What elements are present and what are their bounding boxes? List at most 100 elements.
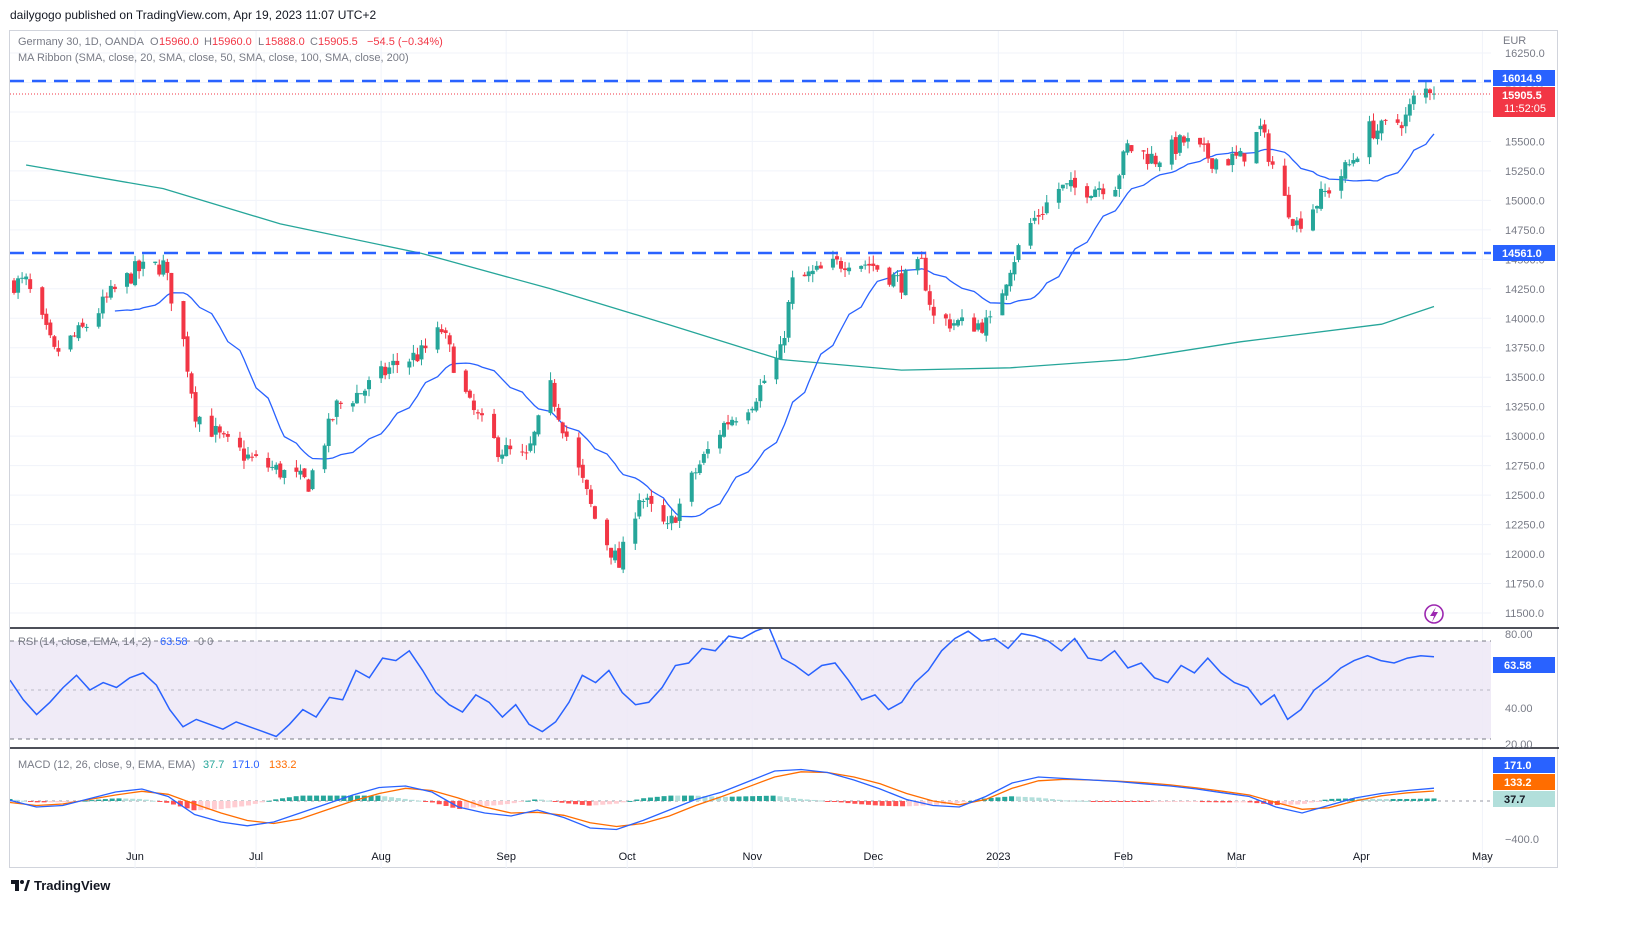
candle-body <box>722 422 727 437</box>
macd-histogram-bar <box>736 796 742 801</box>
candle-body <box>1242 153 1247 162</box>
ohlc-open-value: 15960.0 <box>159 36 199 48</box>
candle-body <box>1323 190 1328 192</box>
rsi-pane[interactable] <box>10 626 1491 740</box>
candle-body <box>1169 139 1174 165</box>
grid <box>10 31 1491 869</box>
macd-histogram-bar <box>239 801 245 807</box>
candle-body <box>463 370 468 392</box>
macd-histogram-bar <box>259 801 265 803</box>
candle-body <box>96 313 101 327</box>
macd-histogram-bar <box>1370 798 1376 801</box>
candle-body <box>1367 121 1372 158</box>
chart-frame[interactable]: Germany 30, 1D, OANDA O 15960.0 H 15960.… <box>9 30 1559 869</box>
time-axis-label: Feb <box>1114 851 1133 863</box>
candle-body <box>129 273 134 284</box>
footer-brand[interactable]: TradingView <box>10 877 110 893</box>
price-axis[interactable]: EUR 16250.016000.015750.015500.015250.01… <box>1503 35 1545 620</box>
candle-body <box>592 506 597 519</box>
candle-body <box>548 380 553 414</box>
macd-histogram-bar <box>559 801 565 803</box>
macd-histogram-bar <box>620 801 626 803</box>
candle-body <box>673 517 678 523</box>
candle-body <box>451 346 456 373</box>
macd-histogram-bar <box>1158 801 1164 803</box>
candle-body <box>169 272 174 304</box>
macd-histogram-bar <box>1179 801 1185 803</box>
macd-histogram-bar <box>96 799 102 801</box>
macd-histogram-bar <box>150 800 156 802</box>
candle-body <box>1206 143 1211 159</box>
macd-histogram-bar <box>130 798 136 801</box>
macd-histogram-bar <box>55 801 61 803</box>
candle-body <box>1085 186 1090 198</box>
candle-body <box>157 264 162 275</box>
resistance-price-badge: 16014.9 <box>1493 70 1555 86</box>
macd-histogram-bar <box>1390 798 1396 801</box>
sma-20-line <box>114 133 1435 518</box>
rsi-axis[interactable]: 80.00 40.00 20.00 <box>1505 629 1533 751</box>
time-axis[interactable]: Jun Jul Aug Sep Oct Nov Dec 2023 Feb Mar Apr May <box>126 851 1493 863</box>
candle-body <box>20 277 25 279</box>
macd-histogram-bar <box>314 795 320 801</box>
macd-histogram-bar <box>1206 801 1212 803</box>
macd-signal-line <box>10 771 1435 828</box>
ohlc-close-label: C <box>310 36 318 48</box>
chart-canvas[interactable]: Germany 30, 1D, OANDA O 15960.0 H 15960.… <box>10 31 1559 869</box>
macd-histogram-bar <box>62 801 68 803</box>
candle-body <box>984 317 989 336</box>
candle-body <box>621 541 626 570</box>
macd-histogram-bar <box>320 795 326 801</box>
candle-body <box>1298 218 1303 229</box>
lightning-icon[interactable] <box>1424 604 1444 624</box>
macd-histogram-bar <box>143 799 149 801</box>
candle-body <box>588 489 593 504</box>
macd-histogram-bar <box>484 801 490 807</box>
sma-200-line <box>25 164 1435 371</box>
candle-body <box>895 275 900 277</box>
candle-body <box>1403 114 1408 127</box>
macd-histogram-bar <box>1281 801 1287 805</box>
candle-body <box>241 448 246 461</box>
candle-body <box>810 270 815 275</box>
candle-body <box>274 464 279 470</box>
candle-body <box>1266 133 1271 162</box>
macd-histogram-bar <box>552 801 558 802</box>
macd-histogram-bar <box>525 800 531 802</box>
price-legend: Germany 30, 1D, OANDA O 15960.0 H 15960.… <box>18 36 443 64</box>
candle-body <box>762 380 767 383</box>
candle-body <box>76 325 81 339</box>
macd-histogram-bar <box>504 801 510 805</box>
candle-body <box>209 415 214 437</box>
candle-body <box>1101 188 1106 195</box>
macd-pane[interactable] <box>10 768 1491 831</box>
candle-body <box>475 412 480 414</box>
macd-histogram-bar <box>463 801 469 809</box>
rsi-tick-80: 80.00 <box>1505 629 1533 641</box>
macd-histogram-bar <box>791 798 797 801</box>
macd-histogram-bar <box>1349 798 1355 801</box>
macd-histogram-bar <box>1220 801 1226 803</box>
macd-histogram-bar <box>136 798 142 801</box>
macd-histogram-bar <box>954 801 960 804</box>
rsi-path <box>10 629 1435 738</box>
candle-body <box>294 467 299 472</box>
macd-histogram-bar <box>879 801 885 806</box>
histogram-badge: 37.7 <box>1504 794 1525 806</box>
candle-body <box>955 320 960 326</box>
candle-body <box>407 361 412 368</box>
candle-body <box>1093 189 1098 198</box>
candle-body <box>213 425 218 435</box>
macd-histogram-bar <box>443 801 449 806</box>
candle-body <box>786 301 791 338</box>
price-axis-tick: 12500.0 <box>1505 490 1545 502</box>
candle-body <box>818 265 823 269</box>
candle-body <box>806 271 811 277</box>
candle-body <box>153 261 158 264</box>
price-pane[interactable] <box>10 79 1491 574</box>
candle-body <box>1113 189 1118 197</box>
candle-body <box>972 317 977 332</box>
macd-histogram-bar <box>743 796 749 801</box>
candle-body <box>617 548 622 568</box>
macd-line <box>10 768 1435 831</box>
